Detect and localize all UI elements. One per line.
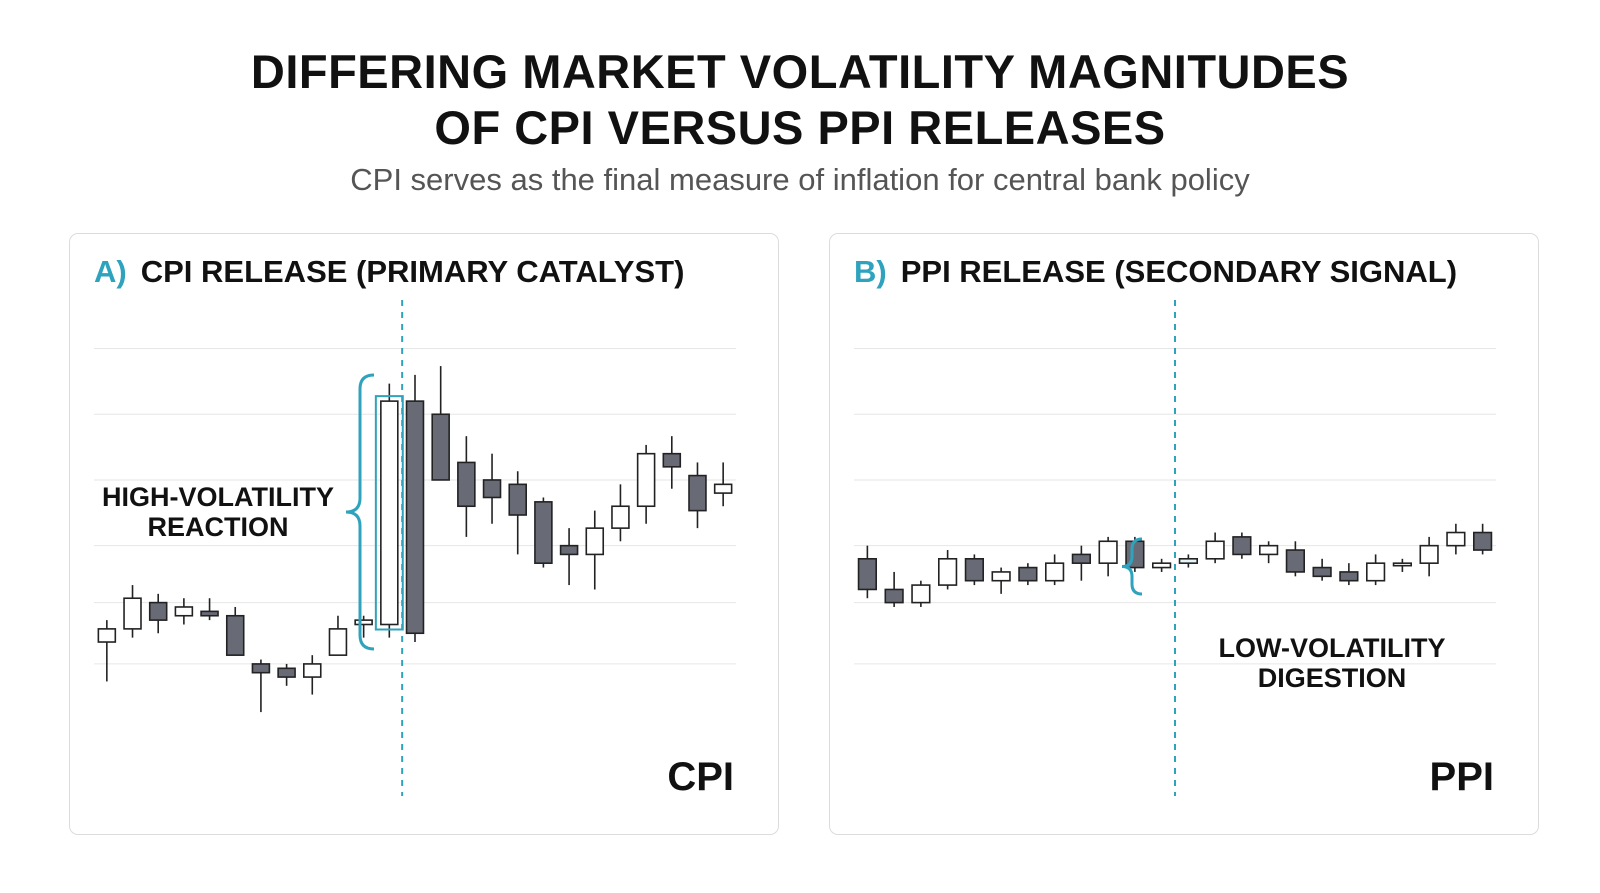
candle-body bbox=[200, 610, 219, 617]
candle-body bbox=[148, 601, 168, 621]
candle-body bbox=[405, 400, 425, 635]
candle-body bbox=[1472, 531, 1493, 551]
candle-body bbox=[688, 474, 707, 512]
volatility-brace bbox=[345, 373, 375, 651]
highlight-outline bbox=[374, 395, 404, 631]
cpi-panel: A) CPI RELEASE (PRIMARY CATALYST) HIGH-VO… bbox=[69, 233, 779, 835]
volatility-annotation: HIGH-VOLATILITY REACTION bbox=[102, 482, 334, 542]
candle-body bbox=[225, 614, 245, 656]
page-title-line-2: OF CPI VERSUS PPI RELEASES bbox=[434, 101, 1166, 154]
candle-body bbox=[559, 544, 579, 556]
annotation-line: REACTION bbox=[148, 512, 289, 542]
candle-body bbox=[1044, 562, 1065, 582]
candle-body bbox=[1151, 562, 1172, 569]
candle-body bbox=[1285, 549, 1306, 573]
ppi-panel: B) PPI RELEASE (SECONDARY SIGNAL) LOW-VOL… bbox=[829, 233, 1539, 835]
ppi-panel-title: PPI RELEASE (SECONDARY SIGNAL) bbox=[900, 254, 1458, 289]
candle-body bbox=[457, 461, 476, 508]
candle-body bbox=[277, 667, 296, 678]
chart-corner-label: PPI bbox=[1430, 755, 1494, 799]
candle-body bbox=[1178, 557, 1199, 564]
candle-body bbox=[174, 606, 194, 617]
candle-body bbox=[431, 413, 450, 481]
candle-body bbox=[303, 663, 322, 678]
candle-body bbox=[534, 501, 553, 564]
candle-body bbox=[964, 557, 985, 582]
candle-body bbox=[636, 452, 656, 508]
candle-body bbox=[482, 479, 502, 499]
candle-body bbox=[1419, 544, 1439, 564]
candle-body bbox=[713, 483, 733, 494]
cpi-candlestick-chart: HIGH-VOLATILITY REACTION CPI bbox=[94, 300, 736, 799]
candle-body bbox=[1392, 562, 1413, 567]
candle-body bbox=[1258, 544, 1279, 556]
candle-body bbox=[380, 400, 399, 626]
candle-body bbox=[508, 483, 527, 516]
cpi-panel-header: A) CPI RELEASE (PRIMARY CATALYST) bbox=[94, 254, 684, 290]
volatility-annotation: LOW-VOLATILITY DIGESTION bbox=[1219, 633, 1446, 693]
candle-body bbox=[884, 588, 904, 604]
cpi-panel-letter: A) bbox=[94, 254, 127, 289]
chart-corner-label: CPI bbox=[667, 755, 734, 799]
volatility-brace bbox=[1121, 537, 1143, 596]
candle-body bbox=[662, 452, 682, 468]
candle-body bbox=[585, 527, 605, 556]
page-subtitle: CPI serves as the final measure of infla… bbox=[350, 162, 1250, 197]
candle-body bbox=[937, 557, 958, 586]
candle-body bbox=[1312, 566, 1332, 578]
candle-body bbox=[611, 505, 630, 529]
candle-body bbox=[911, 584, 931, 604]
ppi-candlestick-chart: LOW-VOLATILITY DIGESTION PPI bbox=[854, 300, 1496, 799]
candle-body bbox=[1232, 536, 1252, 556]
candle-body bbox=[1205, 540, 1225, 560]
candle-body bbox=[1098, 540, 1118, 564]
annotation-line: HIGH-VOLATILITY bbox=[102, 482, 334, 512]
candle-body bbox=[1071, 553, 1092, 564]
candle-body bbox=[1339, 571, 1359, 582]
candle-body bbox=[328, 628, 348, 656]
candle-body bbox=[97, 628, 117, 643]
page-title-line-1: DIFFERING MARKET VOLATILITY MAGNITUDES bbox=[250, 45, 1350, 98]
candle-body bbox=[354, 619, 373, 626]
ppi-panel-header: B) PPI RELEASE (SECONDARY SIGNAL) bbox=[854, 254, 1457, 290]
cpi-panel-title: CPI RELEASE (PRIMARY CATALYST) bbox=[140, 254, 685, 289]
candle-body bbox=[1365, 562, 1386, 582]
candle-body bbox=[1018, 566, 1038, 582]
candle-body bbox=[251, 663, 271, 674]
candle-body bbox=[991, 571, 1011, 582]
annotation-line: LOW-VOLATILITY bbox=[1219, 633, 1446, 663]
candle-body bbox=[1446, 531, 1466, 547]
annotation-line: DIGESTION bbox=[1258, 663, 1407, 693]
candle-body bbox=[857, 557, 878, 591]
candle-body bbox=[123, 597, 142, 630]
ppi-panel-letter: B) bbox=[854, 254, 887, 289]
